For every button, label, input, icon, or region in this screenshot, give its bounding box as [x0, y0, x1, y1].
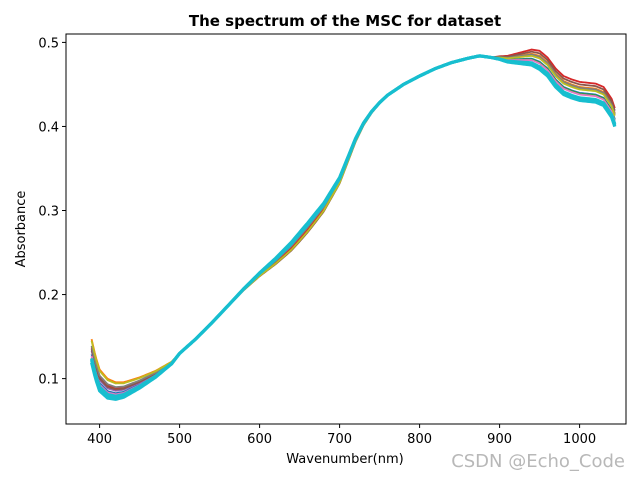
series-line-sample-9	[90, 54, 616, 385]
y-tick-label: 0.4	[38, 120, 59, 135]
y-tick-label: 0.3	[38, 205, 59, 220]
chart-title: The spectrum of the MSC for dataset	[189, 12, 501, 30]
series-line-sample-6	[90, 50, 616, 391]
x-tick-label: 900	[487, 432, 512, 447]
watermark: CSDN @Echo_Code	[451, 451, 625, 472]
series-line-sample-7	[90, 55, 616, 396]
y-tick-label: 0.1	[38, 373, 59, 388]
ticks-layer: 400 500 600 700 800 900 1000 0.1 0.2 0.3 0.4 0.5	[38, 36, 596, 447]
series-line-sample-8	[90, 53, 616, 388]
series-line-sample-11	[90, 54, 617, 400]
x-tick-label: 500	[167, 432, 192, 447]
series-line-sample-5	[90, 54, 616, 392]
series-line-sample-4	[90, 48, 616, 390]
series-line-sample-1	[90, 55, 616, 395]
x-tick-label: 400	[87, 432, 112, 447]
series-line-sample-10	[90, 54, 617, 401]
y-tick-label: 0.2	[38, 289, 59, 304]
series-line-sample-3	[90, 55, 616, 397]
y-tick-label: 0.5	[38, 36, 59, 51]
series-line-sample-2	[90, 52, 616, 384]
x-tick-label: 800	[407, 432, 432, 447]
series-line-sample-12	[90, 54, 617, 398]
x-tick-label: 700	[327, 432, 352, 447]
series-layer	[90, 48, 617, 401]
plot-frame	[65, 33, 627, 425]
x-tick-label: 1000	[563, 432, 596, 447]
x-tick-label: 600	[247, 432, 272, 447]
y-axis-label: Absorbance	[14, 191, 29, 268]
x-axis-label: Wavenumber(nm)	[286, 452, 403, 467]
